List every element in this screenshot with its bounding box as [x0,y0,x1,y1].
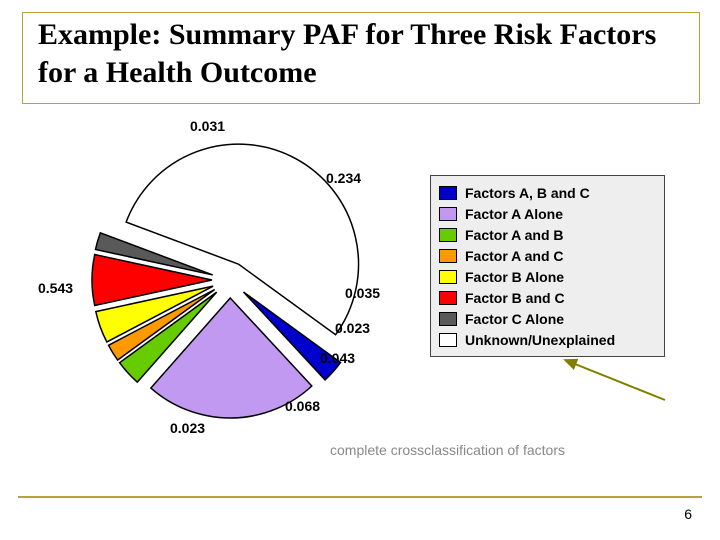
legend-label-a_alone: Factor A Alone [465,206,563,222]
legend-item-ab: Factor A and B [439,224,656,245]
value-label-c_alone: 0.023 [170,420,205,436]
legend-item-ac: Factor A and C [439,245,656,266]
page-title: Example: Summary PAF for Three Risk Fact… [38,16,678,91]
value-label-abc: 0.031 [190,118,225,134]
value-label-ab: 0.035 [345,285,380,301]
value-label-unknown: 0.543 [38,280,73,296]
legend-item-abc: Factors A, B and C [439,182,656,203]
callout-arrow [555,355,675,410]
page-number: 6 [684,506,692,522]
value-label-a_alone: 0.234 [326,170,361,186]
legend-item-b_alone: Factor B Alone [439,266,656,287]
cutoff-caption: complete crossclassification of factors [330,442,680,460]
legend-swatch-bc [439,291,457,305]
legend-label-c_alone: Factor C Alone [465,311,564,327]
legend-label-ab: Factor A and B [465,227,564,243]
legend-label-abc: Factors A, B and C [465,185,590,201]
value-label-b_alone: 0.043 [320,350,355,366]
legend-item-unknown: Unknown/Unexplained [439,329,656,350]
legend-item-bc: Factor B and C [439,287,656,308]
legend-label-b_alone: Factor B Alone [465,269,564,285]
legend-swatch-c_alone [439,312,457,326]
legend-swatch-a_alone [439,207,457,221]
legend-label-ac: Factor A and C [465,248,564,264]
value-label-ac: 0.023 [335,320,370,336]
legend-item-c_alone: Factor C Alone [439,308,656,329]
legend-label-bc: Factor B and C [465,290,565,306]
legend-swatch-b_alone [439,270,457,284]
legend-swatch-ab [439,228,457,242]
legend-swatch-unknown [439,333,457,347]
legend-label-unknown: Unknown/Unexplained [465,332,615,348]
legend-item-a_alone: Factor A Alone [439,203,656,224]
legend-swatch-ac [439,249,457,263]
legend-swatch-abc [439,186,457,200]
value-label-bc: 0.068 [285,398,320,414]
bottom-rule [18,496,702,498]
chart-legend: Factors A, B and C Factor A Alone Factor A… [430,175,665,357]
